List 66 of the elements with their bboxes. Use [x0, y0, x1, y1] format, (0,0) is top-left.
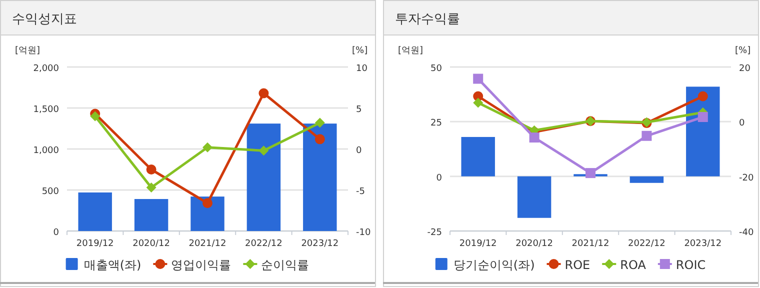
- y2-tick-label: 20: [739, 64, 751, 74]
- legend-label: 영업이익률: [171, 258, 232, 272]
- x-tick-label: 2021/12: [572, 239, 610, 249]
- y2-tick-label: -20: [739, 173, 754, 184]
- y2-axis-title: [%]: [735, 46, 751, 56]
- point: [258, 146, 269, 156]
- legend-label: 순이익률: [261, 258, 310, 272]
- point: [146, 182, 156, 193]
- x-tick-label: 2020/12: [132, 239, 170, 249]
- y2-tick-label: -5: [356, 187, 365, 197]
- point: [314, 134, 325, 144]
- legend-label: 매출액(좌): [84, 258, 142, 272]
- bar: [78, 192, 112, 231]
- point: [698, 112, 708, 122]
- y-tick-label: 1,000: [33, 146, 60, 156]
- point: [146, 164, 156, 174]
- x-tick-label: 2023/12: [684, 239, 722, 249]
- bar: [630, 176, 664, 183]
- x-tick-label: 2023/12: [301, 239, 339, 249]
- x-tick-label: 2021/12: [188, 239, 226, 249]
- y-tick-label: -25: [427, 228, 442, 238]
- y-tick-label: 25: [430, 118, 442, 129]
- bar: [303, 124, 337, 231]
- point: [314, 118, 325, 128]
- y2-tick-label: 5: [356, 105, 362, 115]
- x-tick-label: 2022/12: [628, 239, 666, 249]
- y-tick-label: 50: [430, 64, 442, 74]
- bar: [686, 86, 720, 176]
- y-tick-label: 0: [436, 173, 442, 184]
- y-tick-label: 2,000: [33, 64, 60, 74]
- y-axis-title: [억원]: [15, 46, 40, 56]
- y-tick-label: 1,500: [33, 105, 60, 115]
- bar: [246, 124, 281, 231]
- bar: [190, 196, 224, 231]
- x-tick-label: 2020/12: [516, 239, 553, 249]
- y-axis-title: [억원]: [398, 46, 424, 56]
- legend-label: 당기순이익(좌): [453, 258, 535, 272]
- point: [586, 168, 596, 178]
- point: [90, 111, 100, 122]
- point: [258, 88, 269, 98]
- y2-tick-label: 0: [739, 118, 745, 129]
- bar: [134, 199, 168, 231]
- chart-title: 수익성지표: [12, 12, 77, 27]
- y2-tick-label: -10: [356, 228, 371, 238]
- y2-tick-label: 10: [356, 64, 368, 74]
- y2-axis-title: [%]: [352, 46, 368, 56]
- bar: [461, 136, 495, 176]
- y2-tick-label: 0: [356, 146, 362, 156]
- point: [642, 130, 652, 141]
- legend-label: ROA: [620, 258, 647, 272]
- legend-label: ROIC: [676, 258, 706, 272]
- y-tick-label: 0: [53, 228, 60, 238]
- point: [202, 198, 212, 208]
- chart-title: 투자수익률: [395, 12, 460, 27]
- x-tick-label: 2019/12: [459, 239, 497, 249]
- legend-label: ROE: [564, 258, 590, 272]
- point: [202, 142, 212, 152]
- point: [473, 74, 484, 84]
- bar: [517, 176, 552, 218]
- point: [698, 91, 708, 102]
- y-tick-label: 500: [42, 187, 60, 197]
- point: [473, 98, 484, 108]
- y2-tick-label: -40: [739, 228, 754, 238]
- x-tick-label: 2019/12: [76, 239, 114, 249]
- x-tick-label: 2022/12: [245, 239, 282, 249]
- point: [529, 132, 540, 143]
